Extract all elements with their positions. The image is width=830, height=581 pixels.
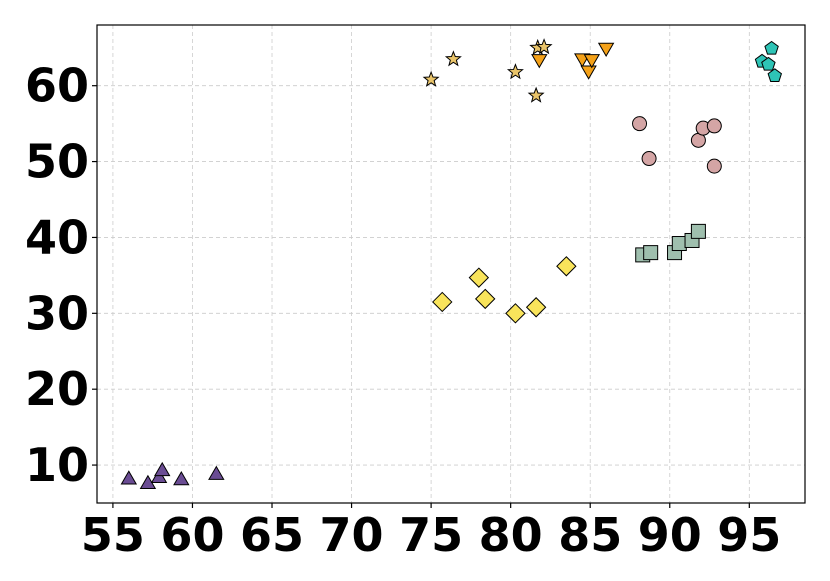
x-tick-label: 65 — [240, 508, 304, 562]
star-point — [506, 63, 524, 80]
circle-point — [706, 118, 722, 134]
x-tick-label: 75 — [399, 508, 463, 562]
y-tick-label: 50 — [25, 135, 89, 189]
grid — [97, 25, 805, 503]
star-point — [535, 38, 553, 55]
data-points — [120, 38, 783, 490]
y-tick-label: 60 — [25, 59, 89, 113]
x-tick-label: 80 — [479, 508, 543, 562]
diamond-point — [432, 291, 453, 313]
triangle-up-point — [120, 470, 138, 485]
diamond-point — [468, 267, 490, 288]
plot-area-frame — [96, 24, 806, 504]
pentagon-point — [761, 56, 776, 71]
x-tick-label: 90 — [638, 508, 702, 562]
triangle-up-point — [154, 461, 171, 477]
diamond-point — [475, 288, 496, 310]
circle-point — [632, 116, 648, 132]
circle-point — [706, 158, 722, 174]
y-tick-label: 40 — [25, 210, 89, 264]
star-point — [444, 50, 462, 67]
pentagon-point — [764, 40, 779, 55]
triangle-down-point — [580, 65, 597, 80]
x-tick-label: 55 — [81, 508, 145, 562]
circle-point — [641, 151, 657, 167]
triangle-up-point — [208, 465, 225, 480]
pentagon-point — [767, 68, 783, 82]
x-tick-label: 70 — [320, 508, 384, 562]
diamond-point — [556, 256, 577, 277]
triangle-down-point — [597, 42, 615, 58]
triangle-down-point — [531, 54, 548, 69]
diamond-point — [525, 297, 547, 318]
y-tick-label: 20 — [25, 362, 89, 416]
square-point — [643, 245, 659, 261]
axis-ticks: 55 60 65 70 75 80 85 90 95 10 20 30 40 50 60 — [25, 59, 781, 562]
x-tick-label: 95 — [717, 508, 781, 562]
star-point — [422, 70, 440, 87]
x-tick-label: 85 — [558, 508, 622, 562]
triangle-down-point — [583, 54, 601, 69]
y-tick-label: 30 — [25, 286, 89, 340]
star-point — [527, 86, 545, 103]
diamond-point — [505, 303, 526, 324]
x-tick-label: 60 — [160, 508, 224, 562]
y-tick-label: 10 — [25, 438, 89, 492]
triangle-up-point — [173, 470, 190, 486]
square-point — [690, 223, 706, 239]
square-point — [671, 236, 687, 252]
